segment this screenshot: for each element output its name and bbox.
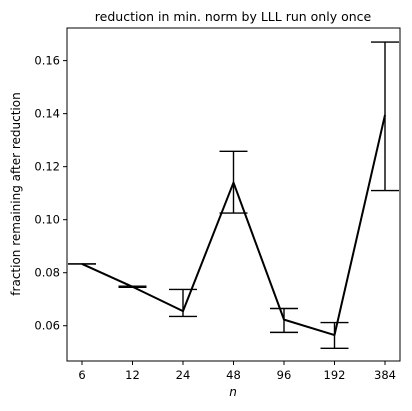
error-bar [169, 288, 197, 318]
x-tick-label: 192 [324, 368, 346, 382]
y-axis: 0.06 0.08 0.10 0.12 0.14 0.16 [34, 54, 67, 333]
x-tick-label: 24 [176, 368, 191, 382]
y-tick-label: 0.12 [34, 160, 60, 174]
y-axis-label: fraction remaining after reduction [9, 92, 23, 295]
x-tick-label: 96 [277, 368, 292, 382]
series-line [81, 114, 386, 337]
y-tick-label: 0.10 [34, 213, 60, 227]
x-tick-label: 6 [78, 368, 85, 382]
error-bars [68, 41, 399, 349]
y-tick-label: 0.16 [34, 54, 60, 68]
x-axis-label: n [229, 385, 237, 399]
x-tick-label: 48 [226, 368, 241, 382]
chart-title: reduction in min. norm by LLL run only o… [95, 9, 372, 24]
y-tick-label: 0.06 [34, 319, 60, 333]
y-tick-label: 0.14 [34, 107, 60, 121]
x-axis: 6 12 24 48 96 192 384 [78, 361, 396, 382]
y-tick-label: 0.08 [34, 266, 60, 280]
x-tick-label: 12 [125, 368, 140, 382]
x-tick-label: 384 [374, 368, 396, 382]
